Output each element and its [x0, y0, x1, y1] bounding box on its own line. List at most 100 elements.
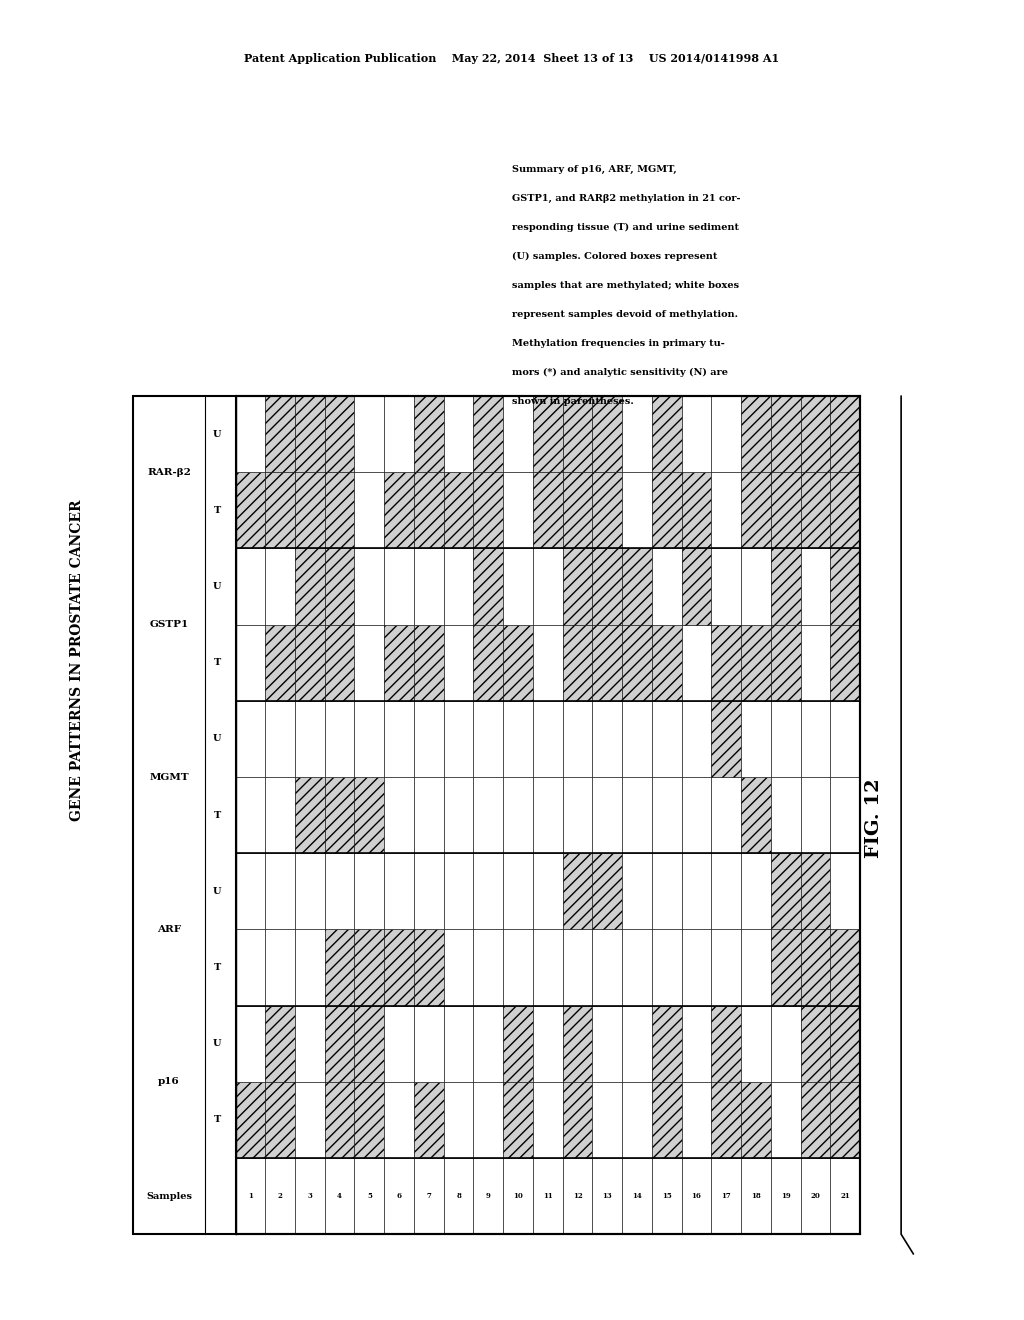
- Bar: [652, 853, 682, 929]
- Bar: [325, 473, 354, 548]
- Text: T: T: [213, 659, 221, 667]
- Bar: [325, 853, 354, 929]
- Bar: [325, 624, 354, 701]
- Text: 21: 21: [841, 1192, 850, 1200]
- Bar: [473, 1006, 503, 1082]
- Bar: [236, 929, 265, 1006]
- Bar: [593, 396, 623, 473]
- Bar: [354, 624, 384, 701]
- Bar: [354, 1158, 384, 1234]
- Bar: [771, 853, 801, 929]
- Text: U: U: [213, 887, 221, 896]
- Bar: [830, 473, 860, 548]
- Bar: [443, 701, 473, 777]
- Bar: [712, 396, 741, 473]
- Bar: [236, 1158, 265, 1234]
- Bar: [325, 396, 354, 473]
- Text: (U) samples. Colored boxes represent: (U) samples. Colored boxes represent: [512, 252, 718, 261]
- Bar: [830, 1158, 860, 1234]
- Bar: [682, 853, 712, 929]
- Bar: [652, 1006, 682, 1082]
- Bar: [652, 548, 682, 624]
- Bar: [712, 777, 741, 853]
- Bar: [532, 929, 563, 1006]
- Bar: [741, 929, 771, 1006]
- Bar: [771, 548, 801, 624]
- Bar: [801, 624, 830, 701]
- Bar: [830, 1082, 860, 1158]
- Bar: [741, 1158, 771, 1234]
- Bar: [265, 1158, 295, 1234]
- Bar: [295, 701, 325, 777]
- Bar: [473, 1082, 503, 1158]
- Bar: [741, 473, 771, 548]
- Bar: [354, 777, 384, 853]
- Bar: [593, 929, 623, 1006]
- Text: 20: 20: [811, 1192, 820, 1200]
- Bar: [473, 929, 503, 1006]
- Bar: [712, 473, 741, 548]
- Bar: [623, 701, 652, 777]
- Bar: [771, 624, 801, 701]
- Bar: [712, 1006, 741, 1082]
- Text: responding tissue (T) and urine sediment: responding tissue (T) and urine sediment: [512, 223, 739, 232]
- Bar: [682, 1082, 712, 1158]
- Bar: [532, 701, 563, 777]
- Text: 18: 18: [752, 1192, 761, 1200]
- Bar: [593, 853, 623, 929]
- Bar: [503, 701, 532, 777]
- Bar: [443, 1082, 473, 1158]
- Bar: [771, 1006, 801, 1082]
- Bar: [652, 473, 682, 548]
- Bar: [443, 396, 473, 473]
- Bar: [236, 548, 265, 624]
- Bar: [771, 1158, 801, 1234]
- Bar: [771, 777, 801, 853]
- Text: T: T: [213, 964, 221, 972]
- Bar: [741, 1082, 771, 1158]
- Bar: [443, 929, 473, 1006]
- Text: ARF: ARF: [157, 925, 181, 935]
- Bar: [532, 473, 563, 548]
- Bar: [295, 929, 325, 1006]
- Bar: [325, 548, 354, 624]
- Bar: [652, 624, 682, 701]
- Bar: [830, 853, 860, 929]
- Bar: [265, 929, 295, 1006]
- Bar: [265, 1006, 295, 1082]
- Text: 15: 15: [662, 1192, 672, 1200]
- Bar: [593, 777, 623, 853]
- Text: 13: 13: [602, 1192, 612, 1200]
- Bar: [295, 1006, 325, 1082]
- Bar: [801, 701, 830, 777]
- Bar: [265, 548, 295, 624]
- Text: 19: 19: [781, 1192, 791, 1200]
- Bar: [236, 701, 265, 777]
- Text: FIG. 12: FIG. 12: [865, 779, 884, 858]
- Bar: [414, 853, 443, 929]
- Bar: [623, 777, 652, 853]
- Text: 12: 12: [572, 1192, 583, 1200]
- Bar: [593, 701, 623, 777]
- Bar: [623, 853, 652, 929]
- Bar: [473, 624, 503, 701]
- Text: Samples: Samples: [146, 1192, 191, 1201]
- Text: 14: 14: [632, 1192, 642, 1200]
- Bar: [563, 473, 593, 548]
- Bar: [354, 701, 384, 777]
- Bar: [623, 548, 652, 624]
- Bar: [532, 548, 563, 624]
- Bar: [741, 548, 771, 624]
- Bar: [801, 1006, 830, 1082]
- Bar: [532, 853, 563, 929]
- Bar: [354, 548, 384, 624]
- Bar: [563, 1158, 593, 1234]
- Bar: [801, 853, 830, 929]
- Bar: [443, 1158, 473, 1234]
- Text: 10: 10: [513, 1192, 523, 1200]
- Bar: [473, 777, 503, 853]
- Bar: [503, 624, 532, 701]
- Bar: [295, 624, 325, 701]
- Bar: [623, 473, 652, 548]
- Bar: [682, 473, 712, 548]
